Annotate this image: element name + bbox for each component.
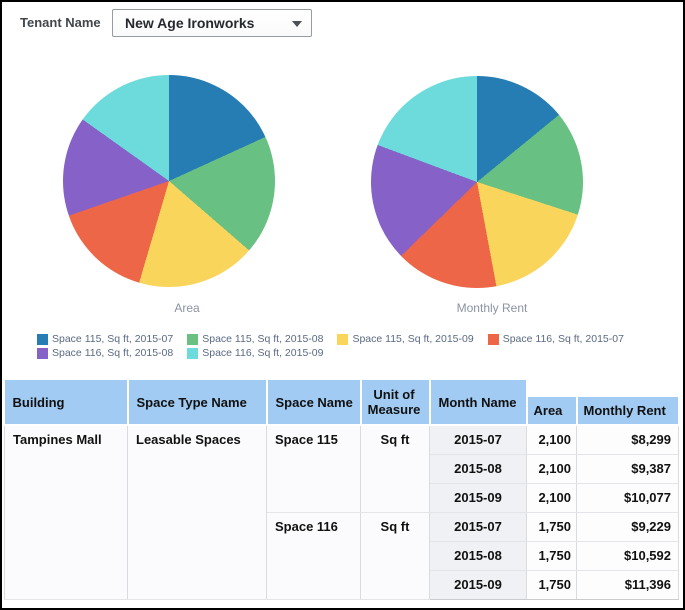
area-cell: 1,750 [526, 570, 577, 600]
area-chart-caption: Area [174, 301, 200, 315]
column-header-building: Building [4, 380, 129, 426]
table-row: 2015-09 2,100 $10,077 [5, 483, 679, 513]
legend-item: Space 115, Sq ft, 2015-09 [337, 333, 474, 345]
legend-swatch-icon [487, 333, 499, 345]
monthly-rent-cell: $8,299 [576, 425, 679, 455]
area-cell: 1,750 [526, 541, 577, 571]
column-header-monthly-rent: Monthly Rent [576, 397, 680, 426]
legend-swatch-icon [37, 347, 48, 359]
unit-cell: Sq ft [360, 425, 430, 513]
table-row: 2015-08 2,100 $9,387 [5, 454, 679, 484]
chart-legend: Space 115, Sq ft, 2015-07 Space 115, Sq … [37, 333, 638, 361]
table-row: 2015-09 1,750 $11,396 [5, 570, 679, 600]
monthly-rent-cell: $9,229 [576, 512, 679, 542]
header-spacer [576, 380, 679, 397]
month-cell: 2015-08 [429, 541, 527, 571]
area-cell: 2,100 [526, 454, 577, 484]
area-cell: 2,100 [526, 483, 577, 513]
column-header-area: Area [526, 397, 578, 426]
legend-label: Space 116, Sq ft, 2015-09 [202, 347, 324, 359]
header-spacer [526, 380, 577, 397]
legend-label: Space 116, Sq ft, 2015-08 [52, 347, 174, 359]
area-cell: 1,750 [526, 512, 577, 542]
table-row: 2015-08 1,750 $10,592 [5, 541, 679, 571]
table-row: Space 116 Sq ft 2015-07 1,750 $9,229 [5, 512, 679, 600]
month-cell: 2015-07 [429, 425, 527, 455]
legend-swatch-icon [37, 333, 48, 345]
monthly-rent-cell: $10,592 [576, 541, 679, 571]
area-cell: 2,100 [526, 425, 577, 455]
unit-cell: Sq ft [360, 512, 430, 600]
building-cell: Tampines Mall [4, 425, 128, 600]
month-cell: 2015-07 [429, 512, 527, 542]
chevron-down-icon[interactable] [292, 21, 302, 27]
month-cell: 2015-09 [429, 483, 527, 513]
legend-item: Space 116, Sq ft, 2015-09 [187, 347, 323, 359]
tenant-name-selected-value: New Age Ironworks [125, 15, 255, 31]
legend-label: Space 115, Sq ft, 2015-08 [202, 333, 324, 345]
monthly-rent-cell: $9,387 [576, 454, 679, 484]
legend-item: Space 115, Sq ft, 2015-08 [187, 333, 323, 345]
legend-label: Space 116, Sq ft, 2015-07 [502, 333, 624, 345]
column-header-month-name: Month Name [429, 380, 528, 426]
space-name-cell: Space 115 [266, 425, 361, 513]
month-cell: 2015-08 [429, 454, 527, 484]
legend-swatch-icon [187, 333, 199, 345]
month-cell: 2015-09 [429, 570, 527, 600]
legend-row: Space 116, Sq ft, 2015-08 Space 116, Sq … [37, 347, 638, 359]
legend-item: Space 116, Sq ft, 2015-08 [37, 347, 173, 359]
monthly-rent-cell: $10,077 [576, 483, 679, 513]
legend-label: Space 115, Sq ft, 2015-07 [52, 333, 174, 345]
table-row: Tampines Mall Leasable Spaces Space 115 … [4, 425, 679, 600]
monthly-rent-chart-caption: Monthly Rent [456, 301, 528, 315]
column-header-space-name: Space Name [266, 380, 362, 426]
legend-row: Space 115, Sq ft, 2015-07 Space 115, Sq … [37, 333, 638, 345]
pivot-table: Building Space Type Name Space Name Unit… [4, 380, 680, 600]
monthly-rent-pie-chart[interactable] [371, 76, 583, 288]
space-type-cell: Leasable Spaces [127, 425, 267, 600]
tenant-name-dropdown[interactable]: New Age Ironworks [112, 9, 312, 37]
monthly-rent-cell: $11,396 [576, 570, 679, 600]
legend-item: Space 115, Sq ft, 2015-07 [37, 333, 173, 345]
column-header-unit-of-measure: Unit of Measure [360, 380, 431, 426]
area-pie-chart[interactable] [63, 75, 275, 287]
legend-swatch-icon [337, 333, 349, 345]
tenant-name-label: Tenant Name [20, 15, 101, 30]
legend-item: Space 116, Sq ft, 2015-07 [487, 333, 624, 345]
legend-label: Space 115, Sq ft, 2015-09 [352, 333, 474, 345]
space-name-cell: Space 116 [266, 512, 361, 600]
column-header-space-type-name: Space Type Name [127, 380, 268, 426]
legend-swatch-icon [187, 347, 199, 359]
